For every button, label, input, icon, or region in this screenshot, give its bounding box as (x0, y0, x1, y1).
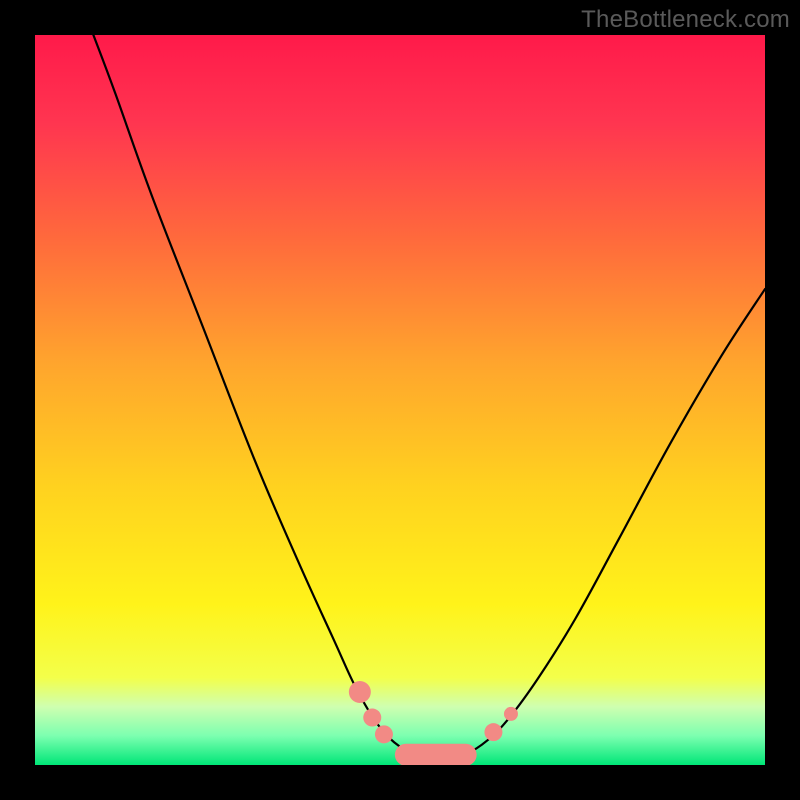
valley-marker (349, 681, 371, 703)
plot-area (35, 35, 765, 765)
valley-pill-marker (395, 744, 477, 765)
valley-marker (484, 723, 502, 741)
valley-marker (504, 707, 518, 721)
chart-svg (35, 35, 765, 765)
watermark-text: TheBottleneck.com (581, 6, 790, 34)
chart-frame: TheBottleneck.com (0, 0, 800, 800)
valley-marker (363, 709, 381, 727)
bottleneck-curve (93, 35, 765, 758)
valley-marker (375, 725, 393, 743)
